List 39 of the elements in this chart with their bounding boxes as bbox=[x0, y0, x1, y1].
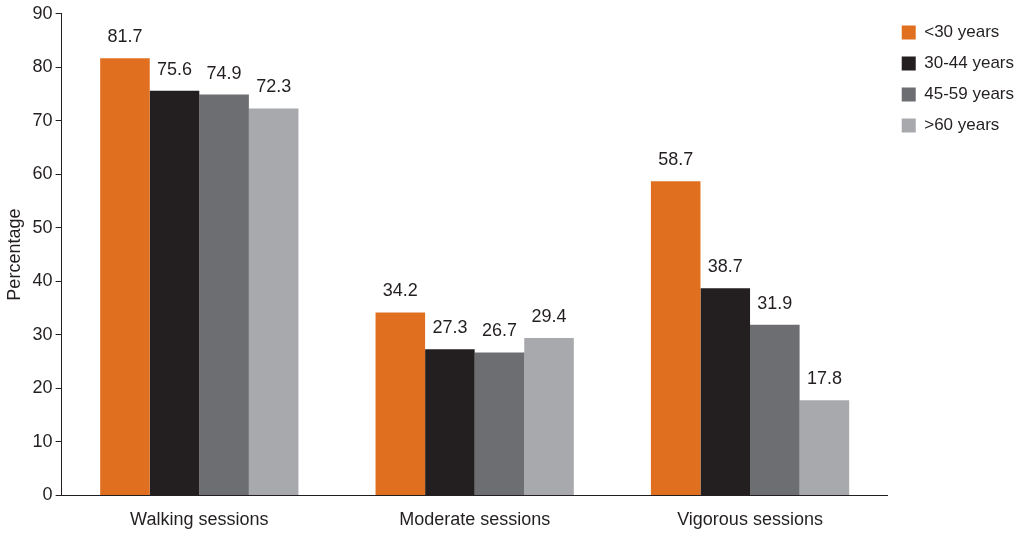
bar bbox=[375, 312, 426, 495]
y-tick-label: 20 bbox=[32, 377, 53, 398]
y-tick-label: 70 bbox=[32, 109, 53, 130]
x-tick-label: Moderate sessions bbox=[399, 509, 551, 530]
bar bbox=[799, 400, 850, 495]
data-label: 74.9 bbox=[206, 62, 242, 83]
y-tick-label: 90 bbox=[32, 2, 53, 23]
bar bbox=[474, 352, 525, 495]
bar bbox=[524, 338, 574, 495]
y-axis-title: Percentage bbox=[3, 208, 24, 301]
y-tick-label: 40 bbox=[32, 270, 53, 291]
y-tick-label: 0 bbox=[42, 484, 53, 505]
x-tick-label: Vigorous sessions bbox=[677, 509, 823, 530]
bar bbox=[100, 58, 150, 495]
data-label: 58.7 bbox=[658, 149, 694, 170]
data-label: 29.4 bbox=[531, 306, 567, 327]
y-tick-label: 60 bbox=[32, 163, 53, 184]
data-label: 17.8 bbox=[806, 368, 842, 389]
data-label: 81.7 bbox=[107, 26, 143, 47]
legend-label: 30-44 years bbox=[924, 53, 1015, 73]
y-tick-label: 10 bbox=[32, 430, 53, 451]
legend-label: <30 years bbox=[924, 22, 1000, 42]
bar bbox=[199, 94, 249, 495]
data-label: 34.2 bbox=[382, 280, 418, 301]
bar bbox=[248, 108, 299, 495]
legend-label: 45-59 years bbox=[924, 84, 1015, 104]
x-tick-label: Walking sessions bbox=[130, 509, 269, 530]
data-label: 72.3 bbox=[256, 76, 292, 97]
data-label: 31.9 bbox=[757, 292, 793, 313]
data-label: 38.7 bbox=[707, 256, 743, 277]
data-label: 26.7 bbox=[481, 320, 517, 341]
bar bbox=[750, 324, 800, 495]
y-tick-label: 50 bbox=[32, 216, 53, 237]
y-tick-label: 80 bbox=[32, 56, 53, 77]
data-label: 75.6 bbox=[157, 58, 193, 79]
data-label: 27.3 bbox=[432, 317, 468, 338]
bar bbox=[650, 181, 701, 495]
y-tick-label: 30 bbox=[32, 323, 53, 344]
legend-label: >60 years bbox=[924, 115, 1000, 135]
